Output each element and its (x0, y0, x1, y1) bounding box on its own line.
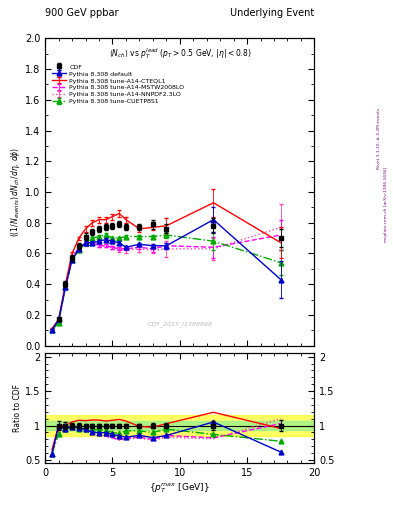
Legend: CDF, Pythia 8.308 default, Pythia 8.308 tune-A14-CTEQL1, Pythia 8.308 tune-A14-M: CDF, Pythia 8.308 default, Pythia 8.308 … (51, 63, 185, 105)
Y-axis label: Ratio to CDF: Ratio to CDF (13, 385, 22, 432)
Text: Rivet 3.1.10, ≥ 3.2M events: Rivet 3.1.10, ≥ 3.2M events (377, 108, 381, 169)
Text: $\langle N_{ch}\rangle$ vs $p_T^{lead}$ ($p_T > 0.5$ GeV, $|\eta| < 0.8$): $\langle N_{ch}\rangle$ vs $p_T^{lead}$ … (108, 46, 251, 61)
Text: 900 GeV ppbar: 900 GeV ppbar (45, 8, 119, 18)
Y-axis label: $((1/N_{events})\, dN_{ch}/d\eta,\, d\phi)$: $((1/N_{events})\, dN_{ch}/d\eta,\, d\ph… (9, 147, 22, 237)
Text: Underlying Event: Underlying Event (230, 8, 314, 18)
Text: mcplots.cern.ch [arXiv:1306.3436]: mcplots.cern.ch [arXiv:1306.3436] (384, 167, 388, 242)
Text: CDF_2015_I1388868: CDF_2015_I1388868 (147, 322, 212, 327)
X-axis label: $\{p_T^{max}$ [GeV]$\}$: $\{p_T^{max}$ [GeV]$\}$ (149, 481, 210, 495)
